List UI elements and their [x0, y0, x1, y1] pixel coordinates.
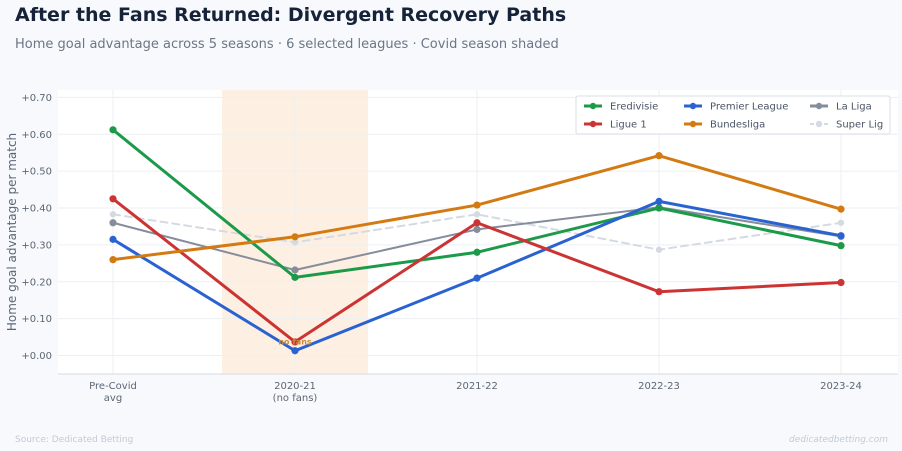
x-tick-label-line: avg [104, 393, 122, 404]
data-point-super-lig [291, 239, 299, 246]
legend-marker-premier-league [689, 102, 697, 110]
data-point-premier-league [109, 235, 117, 243]
data-point-ligue-1 [837, 278, 845, 287]
y-axis: +0.00 +0.10 +0.20 +0.30 +0.40 +0.50 +0.60 +0.70 [21, 93, 52, 362]
no-fans-annotation: no fans [278, 338, 312, 347]
x-tick-label-line: (no fans) [273, 393, 318, 404]
legend: Eredivisie Ligue 1 Premier League Bundeslig… [575, 95, 891, 135]
data-point-premier-league [837, 232, 845, 240]
data-point-eredivisie [655, 204, 663, 212]
y-axis-label: Home goal advantage per match [5, 133, 19, 331]
legend-marker-la-liga [815, 102, 823, 110]
x-tick-label-line: 2021-22 [456, 381, 498, 392]
legend-marker-eredivisie [589, 102, 597, 110]
credit-note: dedicatedbetting.com [788, 435, 888, 445]
y-tick-label: +0.00 [21, 351, 52, 362]
data-point-ligue-1 [291, 338, 299, 346]
legend-label-super-lig: Super Lig [836, 120, 883, 131]
chart-title: After the Fans Returned: Divergent Recov… [15, 4, 567, 26]
data-point-la-liga [291, 266, 299, 274]
x-tick-label: 2022-23 [638, 381, 680, 392]
data-point-bundesliga [837, 205, 845, 213]
y-tick-label: +0.40 [21, 204, 52, 215]
data-point-eredivisie [473, 248, 481, 256]
data-point-premier-league [655, 197, 663, 205]
x-tick-label-line: 2023-24 [820, 381, 862, 392]
legend-label-eredivisie: Eredivisie [610, 102, 658, 113]
legend-label-la-liga: La Liga [836, 102, 872, 113]
legend-marker-bundesliga [689, 120, 697, 128]
x-tick-label: 2020-21 (no fans) [273, 381, 318, 404]
source-note: Source: Dedicated Betting [15, 435, 134, 445]
x-tick-label-line: 2020-21 [274, 381, 316, 392]
data-point-super-lig [837, 219, 845, 226]
y-tick-label: +0.50 [21, 167, 52, 178]
data-point-super-lig [473, 211, 481, 218]
chart-subtitle: Home goal advantage across 5 seasons · 6… [15, 37, 559, 52]
data-point-ligue-1 [109, 195, 117, 203]
y-tick-label: +0.70 [21, 93, 52, 104]
legend-label-ligue-1: Ligue 1 [610, 120, 647, 131]
data-point-super-lig [109, 211, 117, 218]
y-tick-label: +0.10 [21, 314, 52, 325]
x-tick-label: Pre-Covid avg [89, 381, 137, 404]
data-point-ligue-1 [655, 288, 663, 296]
y-tick-label: +0.20 [21, 277, 52, 288]
data-point-bundesliga [109, 256, 117, 264]
data-point-bundesliga [473, 201, 481, 209]
data-point-eredivisie [109, 126, 117, 134]
legend-marker-ligue-1 [589, 120, 597, 128]
data-point-la-liga [473, 225, 481, 234]
x-tick-label-line: 2022-23 [638, 381, 680, 392]
legend-label-premier-league: Premier League [710, 102, 788, 113]
y-tick-label: +0.60 [21, 130, 52, 141]
x-tick-label-line: Pre-Covid [89, 381, 137, 392]
data-point-premier-league [473, 274, 481, 282]
x-axis: Pre-Covid avg 2020-21 (no fans) 2021-22 2022-… [89, 381, 862, 404]
legend-marker-super-lig [815, 120, 823, 128]
series-lines [109, 126, 845, 355]
data-point-super-lig [655, 246, 663, 253]
x-tick-label: 2021-22 [456, 381, 498, 392]
data-point-la-liga [109, 219, 117, 227]
series-line-super-lig [112, 213, 842, 251]
data-point-bundesliga [291, 233, 299, 241]
data-point-premier-league [291, 347, 299, 355]
x-tick-label: 2023-24 [820, 381, 862, 392]
data-point-ligue-1 [473, 219, 481, 227]
data-point-eredivisie [291, 273, 299, 281]
data-point-bundesliga [655, 152, 663, 160]
legend-label-bundesliga: Bundesliga [710, 120, 765, 131]
data-point-eredivisie [837, 242, 845, 250]
y-tick-label: +0.30 [21, 240, 52, 251]
